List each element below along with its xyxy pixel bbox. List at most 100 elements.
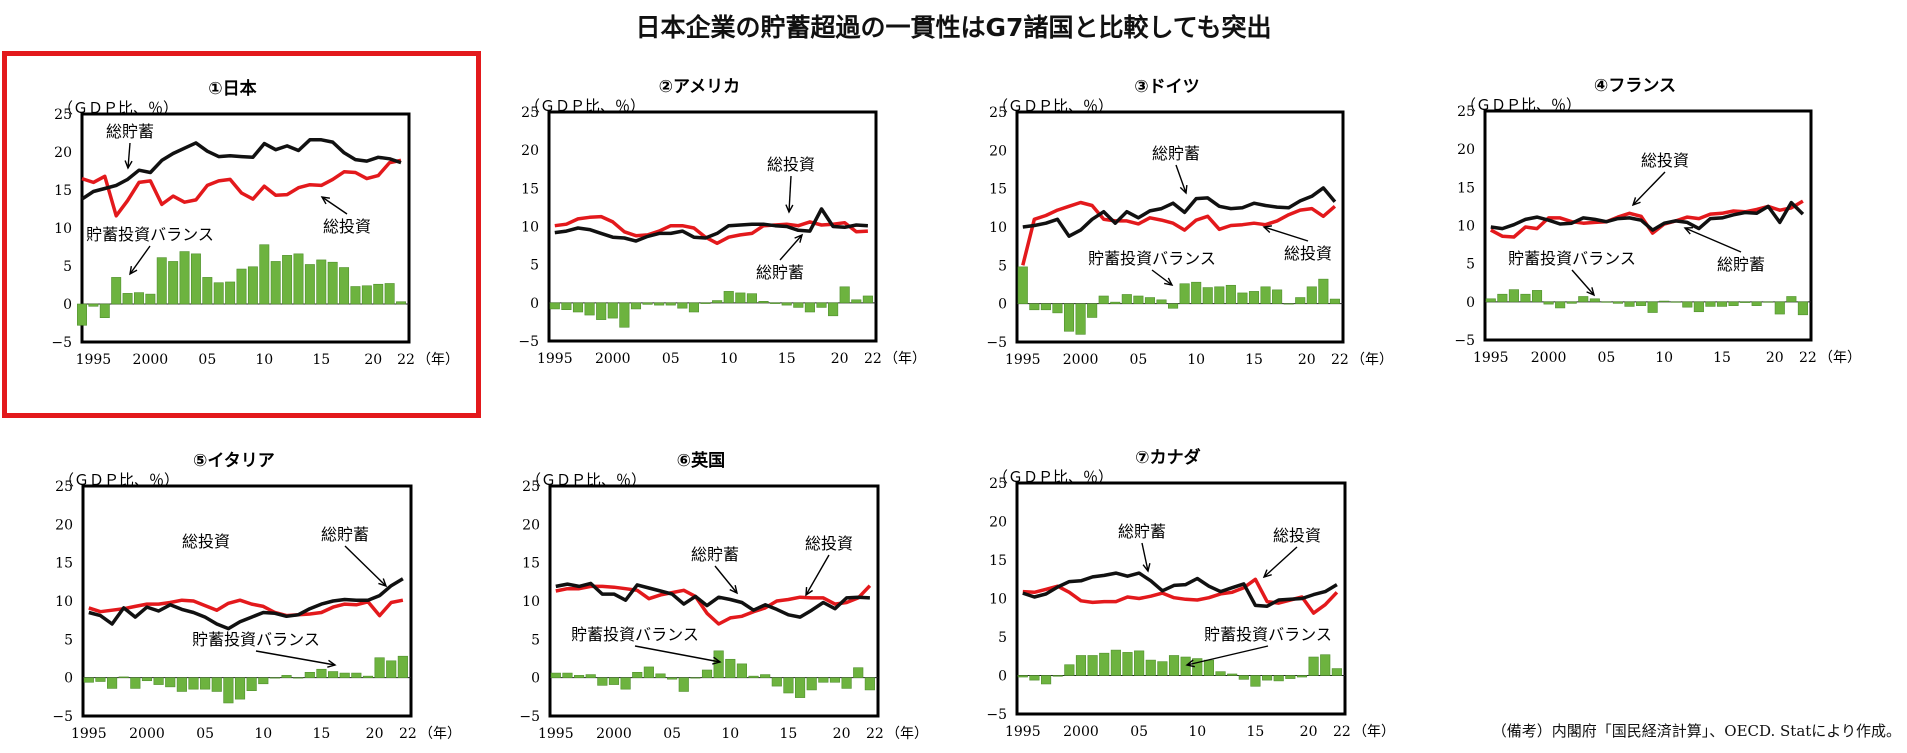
unit-label: （ＧＤＰ比、％） — [525, 97, 645, 115]
balance-bar — [145, 293, 156, 305]
annotation-arrow — [127, 142, 131, 169]
y-tick-label: 20 — [55, 517, 73, 533]
y-tick-label: 0 — [63, 297, 72, 313]
balance-bar — [723, 291, 734, 304]
x-tick-label: 10 — [1655, 350, 1673, 366]
y-tick-label: 5 — [64, 632, 73, 648]
x-tick-label: 2000 — [133, 352, 169, 368]
plot-frame — [547, 110, 878, 343]
arrow-head — [785, 204, 794, 214]
y-tick-label: 15 — [55, 556, 73, 572]
arrow-head — [1586, 287, 1596, 297]
x-tick-label: 15 — [1245, 352, 1263, 368]
balance-bar — [1122, 652, 1133, 676]
annotation-arrow — [1571, 269, 1595, 296]
balance-bar — [1272, 289, 1283, 304]
x-tick-label: 10 — [1187, 352, 1205, 368]
arrow-head — [378, 578, 388, 588]
balance-bar — [1331, 668, 1342, 676]
x-tick-label: 20 — [1766, 350, 1784, 366]
x-tick-label: 10 — [255, 352, 273, 368]
plot-frame — [81, 484, 413, 718]
x-tick-label: 05 — [1130, 724, 1148, 740]
x-tick-label: 10 — [1188, 724, 1206, 740]
balance-bar — [1531, 290, 1543, 303]
balance-bar — [665, 302, 676, 306]
y-tick-label: 5 — [530, 258, 539, 274]
balance-bar — [1296, 675, 1308, 678]
series-annotation: 総貯蓄 — [1118, 522, 1166, 541]
y-tick-label: 10 — [1457, 219, 1475, 235]
year-unit-label: （年） — [1351, 352, 1393, 368]
panel-title: ①日本 — [208, 78, 256, 99]
balance-bar — [735, 292, 746, 304]
x-tick-label: 20 — [364, 352, 382, 368]
y-tick-label: 20 — [989, 143, 1007, 159]
balance-bar — [1168, 303, 1179, 309]
balance-bar — [1318, 278, 1329, 304]
balance-bar — [1283, 303, 1294, 305]
y-tick-label: 15 — [1457, 180, 1475, 196]
x-tick-label: 20 — [833, 726, 851, 742]
balance-bar — [1786, 296, 1797, 303]
balance-bar — [1041, 675, 1052, 685]
balance-bar — [234, 677, 246, 700]
y-tick-label: 5 — [998, 258, 1007, 274]
balance-bar — [236, 268, 247, 305]
japan-highlight-frame — [2, 51, 481, 418]
balance-bar — [1168, 655, 1180, 676]
x-tick-label: 10 — [720, 351, 738, 367]
y-tick-label: 20 — [1457, 142, 1475, 158]
x-tick-label: 2000 — [595, 351, 631, 367]
balance-bar — [549, 302, 560, 310]
balance-bar — [667, 677, 678, 680]
balance-bar — [1179, 283, 1190, 304]
x-tick-label: 1995 — [1005, 724, 1041, 740]
balance-bar — [862, 295, 873, 304]
year-unit-label: （年） — [417, 352, 459, 368]
balance-bar — [1110, 301, 1121, 304]
x-tick-label: 2000 — [1531, 350, 1567, 366]
balance-bar — [1797, 301, 1808, 316]
balance-bar — [1262, 675, 1273, 681]
y-tick-label: 10 — [54, 221, 72, 237]
balance-bar — [701, 669, 713, 678]
balance-bar — [258, 677, 269, 685]
savings-line — [1022, 571, 1338, 608]
balance-bar — [176, 677, 187, 692]
x-tick-label: 20 — [366, 726, 384, 742]
annotation-arrow — [1141, 542, 1149, 572]
balance-bar — [153, 677, 164, 685]
y-tick-label: −5 — [1454, 333, 1475, 349]
balance-bar — [677, 302, 688, 309]
y-tick-label: 20 — [989, 515, 1007, 531]
balance-bar — [1329, 298, 1340, 304]
plot-frame — [80, 112, 411, 344]
balance-bar — [748, 675, 759, 678]
balance-bar — [99, 303, 110, 318]
annotation-arrow — [1632, 171, 1666, 206]
balance-bar — [1157, 661, 1168, 676]
balance-bar — [608, 677, 620, 685]
balance-bar — [1693, 301, 1704, 313]
annotation-arrow — [129, 245, 151, 275]
balance-bar — [1306, 286, 1317, 304]
balance-bar — [1520, 293, 1531, 303]
annotation-arrow — [1151, 269, 1173, 286]
balance-bar — [1636, 301, 1647, 306]
balance-bar — [316, 668, 327, 678]
arrow-head — [1179, 184, 1188, 195]
annotation-arrow — [634, 645, 721, 663]
x-tick-label: 20 — [1298, 352, 1316, 368]
balance-bar — [1214, 286, 1225, 304]
balance-bar — [1029, 675, 1040, 681]
balance-bar — [746, 293, 757, 304]
y-tick-label: 20 — [522, 517, 540, 533]
series-annotation: 総投資 — [1284, 244, 1332, 263]
x-tick-label: 1995 — [1005, 352, 1041, 368]
x-tick-label: 15 — [780, 726, 798, 742]
balance-bar — [1751, 301, 1762, 306]
y-tick-label: 25 — [55, 479, 73, 495]
